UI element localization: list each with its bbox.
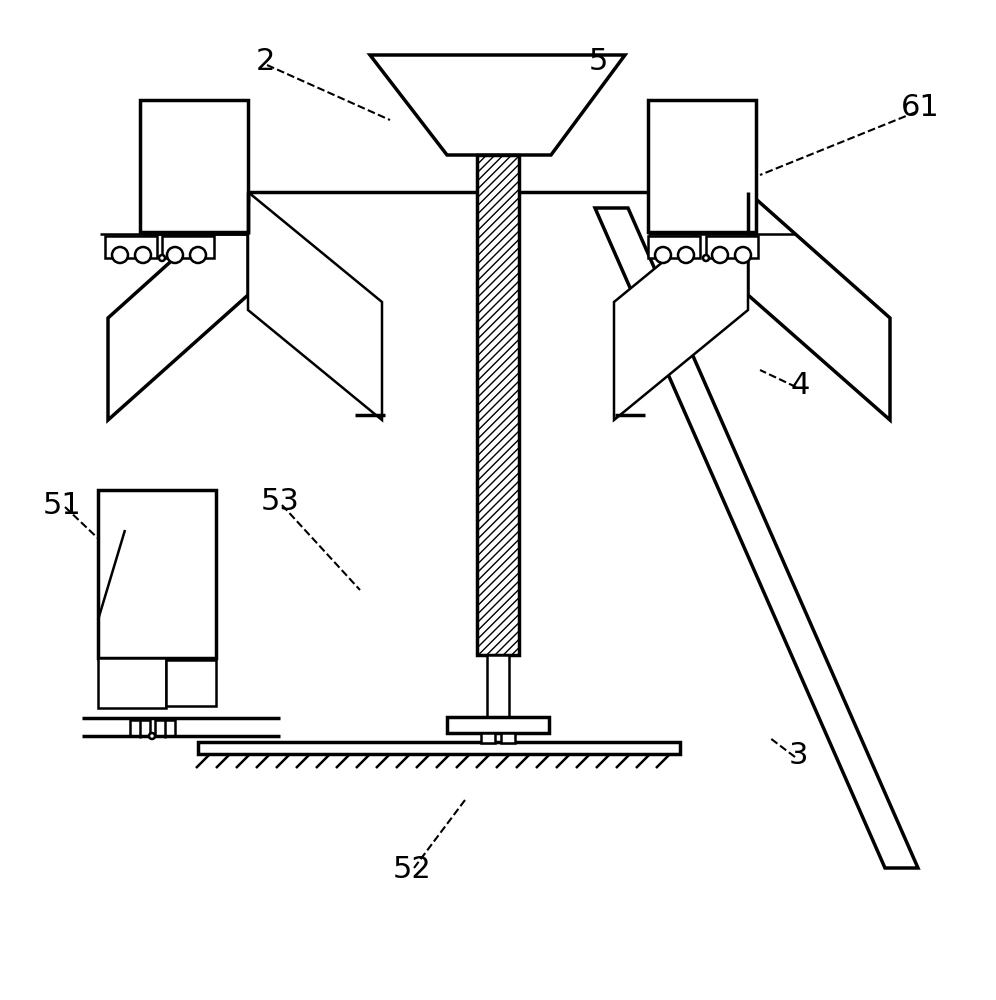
Bar — [447, 717, 549, 733]
Bar — [648, 236, 700, 258]
Circle shape — [712, 247, 728, 263]
Circle shape — [135, 247, 151, 263]
Circle shape — [703, 255, 709, 261]
Polygon shape — [748, 192, 890, 420]
Bar — [155, 720, 175, 736]
Bar — [98, 490, 216, 658]
Polygon shape — [595, 208, 918, 868]
Bar — [648, 100, 756, 232]
Polygon shape — [614, 192, 748, 420]
Bar — [105, 236, 157, 258]
Circle shape — [159, 255, 165, 261]
Circle shape — [112, 247, 128, 263]
Circle shape — [190, 247, 206, 263]
Circle shape — [678, 247, 694, 263]
Text: 61: 61 — [900, 94, 939, 122]
Circle shape — [655, 247, 671, 263]
Text: 53: 53 — [261, 488, 300, 516]
Text: 5: 5 — [589, 47, 608, 77]
Circle shape — [167, 247, 183, 263]
Text: 52: 52 — [392, 856, 431, 884]
Bar — [481, 733, 495, 743]
Bar — [477, 155, 519, 655]
Text: 2: 2 — [255, 47, 275, 77]
Polygon shape — [248, 192, 382, 420]
Circle shape — [149, 733, 155, 739]
Bar — [162, 236, 214, 258]
Polygon shape — [108, 192, 248, 420]
Text: 3: 3 — [788, 740, 808, 770]
Bar — [166, 660, 216, 706]
Bar — [140, 100, 248, 232]
Bar — [98, 658, 166, 708]
Polygon shape — [370, 55, 625, 155]
Bar — [487, 655, 509, 717]
Circle shape — [735, 247, 751, 263]
Text: 4: 4 — [790, 370, 810, 399]
Bar — [130, 720, 150, 736]
Bar — [501, 733, 515, 743]
Bar — [198, 742, 680, 754]
Bar — [706, 236, 758, 258]
Text: 51: 51 — [43, 490, 82, 520]
